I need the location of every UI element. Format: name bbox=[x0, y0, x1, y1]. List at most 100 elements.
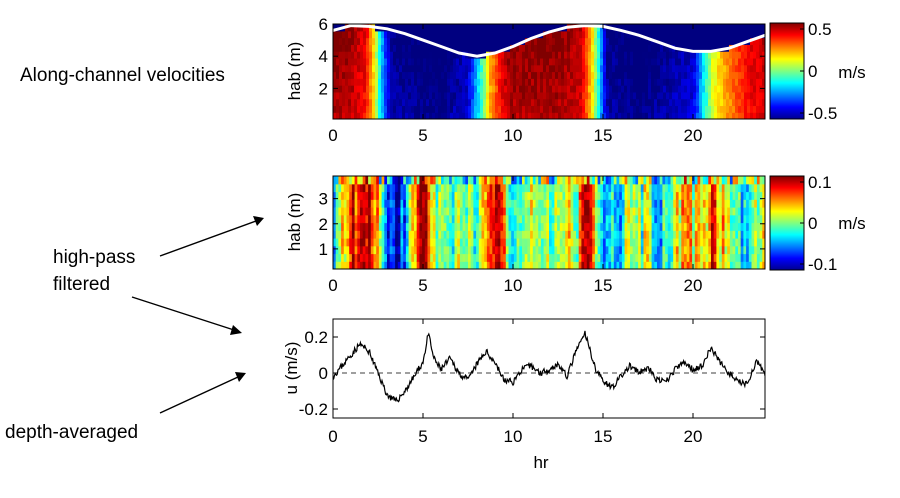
heatmap-cell bbox=[724, 230, 728, 239]
heatmap-cell bbox=[605, 245, 609, 255]
heatmap-cell bbox=[519, 30, 523, 39]
heatmap-cell bbox=[513, 214, 518, 224]
heatmap-cell bbox=[481, 245, 485, 255]
heatmap-cell bbox=[624, 199, 628, 208]
heatmap-cell bbox=[727, 261, 731, 269]
heatmap-cell bbox=[591, 57, 595, 66]
heatmap-cell bbox=[621, 51, 625, 59]
heatmap-cell bbox=[681, 207, 685, 216]
heatmap-cell bbox=[635, 245, 639, 255]
heatmap-cell bbox=[498, 64, 502, 73]
heatmap-cell bbox=[348, 44, 352, 52]
heatmap-cell bbox=[744, 30, 748, 39]
heatmap-cell bbox=[662, 238, 666, 247]
heatmap-cell bbox=[459, 214, 464, 224]
heatmap-cell bbox=[696, 57, 700, 66]
heatmap-cell bbox=[743, 191, 747, 200]
heatmap-cell bbox=[534, 37, 538, 45]
heatmap-cell bbox=[608, 199, 612, 208]
heatmap-cell bbox=[751, 199, 755, 208]
heatmap-cell bbox=[540, 253, 545, 262]
heatmap-cell bbox=[357, 191, 361, 200]
heatmap-cell bbox=[708, 64, 712, 73]
heatmap-cell bbox=[564, 51, 568, 59]
heatmap-cell bbox=[597, 112, 601, 119]
heatmap-cell bbox=[702, 64, 706, 73]
heatmap-cell bbox=[365, 230, 369, 239]
heatmap-cell bbox=[646, 230, 650, 239]
heatmap-cell bbox=[669, 51, 673, 59]
heatmap-cell bbox=[402, 85, 406, 93]
heatmap-cell bbox=[681, 214, 685, 224]
heatmap-cell bbox=[459, 85, 463, 93]
heatmap-cell bbox=[667, 199, 672, 208]
heatmap-cell bbox=[474, 30, 478, 39]
heatmap-cell bbox=[384, 78, 388, 86]
heatmap-cell bbox=[562, 191, 566, 200]
heatmap-cell bbox=[435, 245, 439, 255]
annotation-arrows bbox=[131, 216, 264, 414]
heatmap-cell bbox=[759, 245, 763, 255]
heatmap-cell bbox=[500, 253, 504, 262]
heatmap-cell bbox=[619, 238, 623, 247]
heatmap-cell bbox=[468, 222, 472, 231]
heatmap-cell bbox=[395, 207, 399, 216]
heatmap-cell bbox=[657, 98, 661, 107]
heatmap-cell bbox=[735, 207, 739, 216]
heatmap-cell bbox=[743, 230, 747, 239]
heatmap-cell bbox=[411, 183, 415, 193]
heatmap-cell bbox=[639, 24, 643, 32]
heatmap-cell bbox=[535, 253, 539, 262]
heatmap-cell bbox=[426, 85, 430, 93]
heatmap-cell bbox=[705, 51, 709, 59]
heatmap-cell bbox=[618, 105, 622, 113]
heatmap-cell bbox=[516, 51, 520, 59]
heatmap-cell bbox=[465, 85, 469, 93]
heatmap-cell bbox=[564, 98, 568, 107]
heatmap-cell bbox=[663, 51, 667, 59]
heatmap-cell bbox=[370, 230, 375, 239]
heatmap-cell bbox=[478, 253, 483, 262]
heatmap-cell bbox=[555, 85, 559, 93]
heatmap-cell bbox=[387, 253, 391, 262]
heatmap-cell bbox=[717, 30, 721, 39]
heatmap-cell bbox=[375, 64, 379, 73]
heatmap-cell bbox=[402, 64, 406, 73]
heatmap-cell bbox=[516, 222, 520, 231]
heatmap-cell bbox=[627, 176, 631, 185]
heatmap-cell bbox=[336, 98, 340, 107]
heatmap-cell bbox=[343, 191, 348, 200]
heatmap-cell bbox=[351, 44, 355, 52]
heatmap-cell bbox=[762, 207, 765, 216]
heatmap-cell bbox=[540, 51, 544, 59]
heatmap-cell bbox=[360, 214, 364, 224]
heatmap-cell bbox=[395, 214, 399, 224]
heatmap-cell bbox=[608, 176, 612, 185]
heatmap-cell bbox=[681, 57, 685, 66]
heatmap-cell bbox=[349, 253, 353, 262]
heatmap-cell bbox=[726, 78, 730, 86]
heatmap-cell bbox=[689, 207, 693, 216]
heatmap-cell bbox=[399, 51, 403, 59]
heatmap-cell bbox=[740, 230, 744, 239]
heatmap-cell bbox=[573, 207, 577, 216]
heatmap-cell bbox=[501, 24, 505, 32]
heatmap-cell bbox=[422, 261, 426, 269]
heatmap-cell bbox=[597, 57, 601, 66]
heatmap-cell bbox=[659, 207, 663, 216]
heatmap-cell bbox=[381, 207, 385, 216]
heatmap-cell bbox=[507, 98, 511, 107]
heatmap-cell bbox=[721, 245, 726, 255]
heatmap-cell bbox=[384, 30, 388, 39]
x-tick-label: 5 bbox=[418, 126, 427, 145]
heatmap-cell bbox=[423, 91, 427, 100]
heatmap-cell bbox=[684, 51, 688, 59]
heatmap-cell bbox=[403, 191, 407, 200]
heatmap-cell bbox=[530, 199, 534, 208]
heatmap-cell bbox=[537, 98, 541, 107]
heatmap-cell bbox=[729, 98, 733, 107]
heatmap-cell bbox=[600, 253, 604, 262]
heatmap-cell bbox=[429, 24, 433, 32]
heatmap-cell bbox=[689, 238, 693, 247]
heatmap-cell bbox=[642, 71, 646, 79]
